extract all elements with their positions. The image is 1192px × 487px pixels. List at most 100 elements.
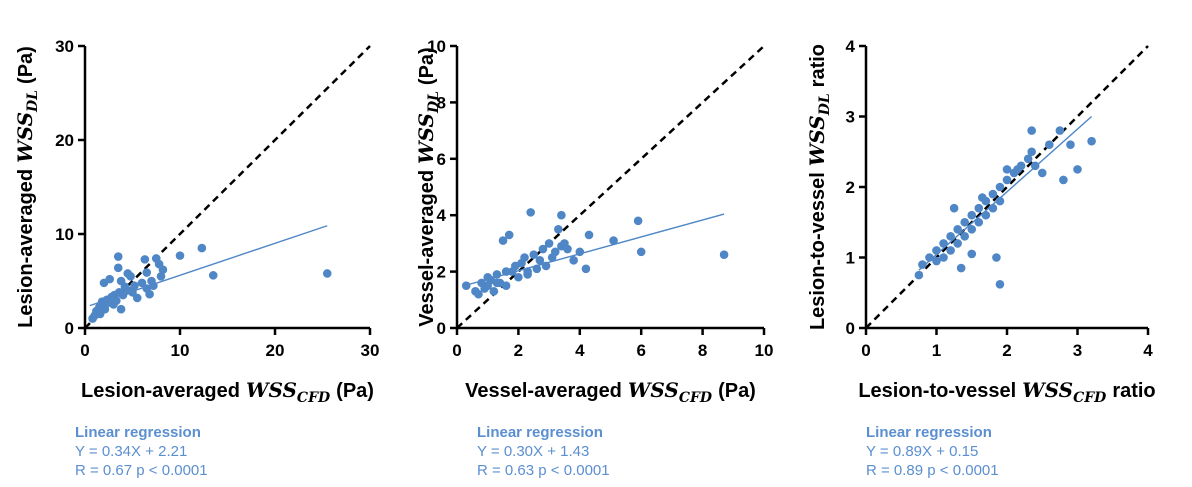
y-tick-label: 2 [437,263,446,282]
data-point [140,255,150,264]
data-point [474,289,483,299]
annotation: R = 0.89 p < 0.0001 [866,462,999,479]
data-point [142,268,152,277]
y-tick-label: 10 [427,37,446,56]
label-text: Vessel-averaged [416,170,438,327]
data-point [156,272,166,281]
data-point [535,256,545,265]
data-point [946,246,955,255]
identity-line [456,45,765,329]
data-point [953,225,962,234]
data-point [501,281,511,291]
label-text: (Pa) [718,380,756,402]
annotation: Y = 0.30X + 1.43 [477,443,589,460]
data-point [498,236,508,245]
x-tick-label: 8 [698,341,707,360]
data-point [550,247,560,257]
data-point [967,225,977,234]
label-subscript: CFD [297,390,331,406]
data-point [1059,175,1068,185]
x-tick-label: 10 [171,341,190,360]
y-tick-label: 1 [846,249,855,268]
data-point [116,276,126,286]
data-point [208,271,218,280]
x-axis-label: Vessel-averaged WSSCFD (Pa) [465,378,756,406]
data-point [113,263,123,273]
x-tick-label: 30 [361,341,380,360]
x-tick-label: 3 [1073,341,1082,360]
label-symbol: WSS [13,112,37,163]
data-point [960,217,969,227]
data-point [175,251,185,260]
label-text: (Pa) [416,47,438,85]
x-tick-label: 6 [636,341,645,360]
data-point [960,232,969,241]
annotation: Linear regression [477,424,603,441]
data-point [520,253,529,262]
identity-line [84,45,371,329]
data-point [974,217,984,227]
data-point [1066,140,1075,149]
data-point [557,210,566,220]
data-point [932,256,941,266]
data-point [992,253,1001,262]
y-tick-label: 0 [437,319,446,338]
data-point [914,270,924,280]
annotation: Linear regression [866,424,992,441]
y-tick-label: 6 [437,150,446,169]
data-point [123,269,133,278]
label-subscript: DL [817,93,833,116]
label-text: Vessel-averaged [465,380,622,402]
data-point [1002,165,1012,174]
data-point [137,278,147,288]
y-tick-label: 4 [437,206,447,225]
data-point [995,182,1005,192]
data-point [1013,165,1022,174]
label-subscript: DL [25,90,41,113]
data-point [100,304,110,314]
data-point [918,260,927,269]
data-point [932,246,941,255]
data-point [967,249,977,259]
y-tick-label: 2 [846,178,855,197]
data-point [946,232,955,241]
y-tick-label: 3 [846,108,855,127]
annotation: Y = 0.89X + 0.15 [866,443,978,460]
data-point [584,230,594,240]
data-point [526,208,535,217]
y-tick-label: 0 [846,319,855,338]
x-axis-label: Lesion-averaged WSSCFD (Pa) [81,378,374,406]
data-point [461,281,471,291]
data-point [145,289,154,299]
data-point [978,193,987,202]
identity-line [865,45,1149,329]
data-point [633,216,643,226]
x-tick-label: 0 [452,341,461,360]
data-point [719,250,729,259]
regression-line [918,115,1093,271]
y-tick-label: 30 [55,37,74,56]
x-axis-label: Lesion-to-vessel WSSCFD ratio [858,378,1155,406]
data-point [514,272,523,282]
label-subscript: CFD [679,390,713,406]
data-point [967,210,977,220]
label-symbol: WSS [414,113,438,164]
data-point [1055,126,1065,135]
data-point [197,243,207,253]
data-point [1037,168,1047,178]
label-text: (Pa) [336,380,374,402]
annotation: Linear regression [75,424,201,441]
x-tick-label: 2 [514,341,523,360]
data-point [1027,126,1036,135]
data-point [1073,165,1082,174]
y-axis-label: Lesion-averaged WSSDL (Pa) [13,46,41,328]
data-point [949,203,959,213]
x-tick-label: 10 [755,341,774,360]
regression-line [466,213,725,286]
y-tick-label: 4 [846,37,856,56]
data-point [538,244,548,254]
data-point [609,236,618,245]
y-tick-label: 20 [55,131,74,150]
data-point [130,281,139,291]
